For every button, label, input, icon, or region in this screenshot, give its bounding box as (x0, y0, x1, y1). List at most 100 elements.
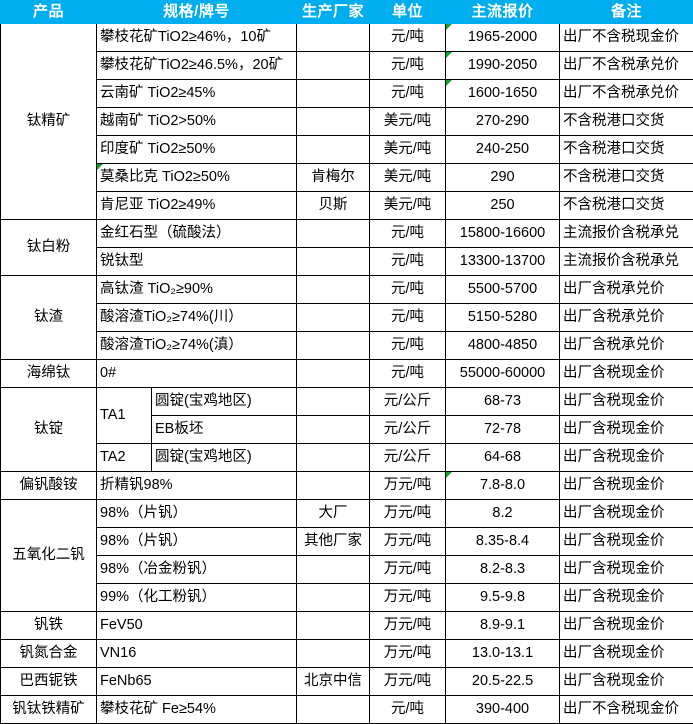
price-cell: 7.8-8.0 (446, 472, 560, 500)
maker-cell (297, 24, 370, 52)
remark-cell: 出厂含税现金价 (560, 640, 693, 668)
spec-cell: FeNb65 (97, 668, 297, 696)
maker-cell (297, 640, 370, 668)
remark-cell: 出厂含税现金价 (560, 416, 693, 444)
price-cell: 9.5-9.8 (446, 584, 560, 612)
price-cell: 8.2 (446, 500, 560, 528)
price-cell: 13.0-13.1 (446, 640, 560, 668)
maker-cell: 肯梅尔 (297, 164, 370, 192)
unit-cell: 美元/吨 (370, 192, 446, 220)
unit-cell: 万元/吨 (370, 612, 446, 640)
unit-cell: 元/吨 (370, 24, 446, 52)
maker-cell: 北京中信 (297, 668, 370, 696)
header-price: 主流报价 (446, 1, 560, 24)
spec-cell: 酸溶渣TiO₂≥74%(川） (97, 304, 297, 332)
maker-cell (297, 332, 370, 360)
product-name-cell: 海绵钛 (1, 360, 97, 388)
remark-cell: 不含税港口交货 (560, 192, 693, 220)
spec-cell: FeV50 (97, 612, 297, 640)
spec-cell: 99%（化工粉钒） (97, 584, 297, 612)
unit-cell: 元/吨 (370, 304, 446, 332)
header-remark: 备注 (560, 1, 693, 24)
maker-cell (297, 556, 370, 584)
maker-cell (297, 444, 370, 472)
unit-cell: 万元/吨 (370, 640, 446, 668)
unit-cell: 万元/吨 (370, 668, 446, 696)
price-cell: 240-250 (446, 136, 560, 164)
price-cell: 290 (446, 164, 560, 192)
product-name-cell: 巴西铌铁 (1, 668, 97, 696)
header-unit: 单位 (370, 1, 446, 24)
remark-cell: 出厂不含税现金价 (560, 696, 693, 724)
price-cell: 5150-5280 (446, 304, 560, 332)
remark-cell: 不含税港口交货 (560, 108, 693, 136)
maker-cell (297, 388, 370, 416)
unit-cell: 元/吨 (370, 220, 446, 248)
price-cell: 1600-1650 (446, 80, 560, 108)
spec-cell: 云南矿 TiO2≥45% (97, 80, 297, 108)
maker-cell (297, 108, 370, 136)
maker-cell (297, 136, 370, 164)
price-cell: 390-400 (446, 696, 560, 724)
price-cell: 8.35-8.4 (446, 528, 560, 556)
remark-cell: 出厂不含税现金价 (560, 24, 693, 52)
unit-cell: 美元/吨 (370, 164, 446, 192)
remark-cell: 出厂含税现金价 (560, 612, 693, 640)
maker-cell: 贝斯 (297, 192, 370, 220)
price-cell: 20.5-22.5 (446, 668, 560, 696)
price-cell: 64-68 (446, 444, 560, 472)
price-cell: 68-73 (446, 388, 560, 416)
spec-cell: 锐钛型 (97, 248, 297, 276)
remark-cell: 出厂不含税承兑价 (560, 52, 693, 80)
remark-cell: 出厂含税承兑价 (560, 276, 693, 304)
spec-cell: EB板坯 (152, 416, 297, 444)
spec-cell: 肯尼亚 TiO2≥49% (97, 192, 297, 220)
price-cell: 15800-16600 (446, 220, 560, 248)
grade-cell: TA1 (97, 388, 152, 444)
grade-cell: TA2 (97, 444, 152, 472)
product-name-cell: 钛渣 (1, 276, 97, 360)
unit-cell: 元/吨 (370, 276, 446, 304)
price-cell: 1965-2000 (446, 24, 560, 52)
remark-cell: 出厂不含税承兑价 (560, 80, 693, 108)
unit-cell: 万元/吨 (370, 556, 446, 584)
price-cell: 270-290 (446, 108, 560, 136)
unit-cell: 万元/吨 (370, 472, 446, 500)
header-maker: 生产厂家 (297, 1, 370, 24)
product-name-cell: 偏钒酸铵 (1, 472, 97, 500)
spec-cell: 攀枝花矿TiO2≥46%，10矿 (97, 24, 297, 52)
price-cell: 250 (446, 192, 560, 220)
unit-cell: 万元/吨 (370, 528, 446, 556)
remark-cell: 出厂含税现金价 (560, 388, 693, 416)
maker-cell: 大厂 (297, 500, 370, 528)
price-cell: 4800-4850 (446, 332, 560, 360)
price-cell: 8.9-9.1 (446, 612, 560, 640)
remark-cell: 出厂含税现金价 (560, 584, 693, 612)
unit-cell: 元/吨 (370, 80, 446, 108)
maker-cell (297, 80, 370, 108)
unit-cell: 元/公斤 (370, 444, 446, 472)
spec-cell: 攀枝花矿TiO2≥46.5%，20矿 (97, 52, 297, 80)
remark-cell: 出厂含税现金价 (560, 500, 693, 528)
unit-cell: 元/吨 (370, 332, 446, 360)
